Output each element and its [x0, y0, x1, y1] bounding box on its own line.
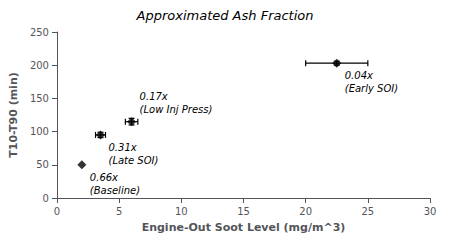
svg-text:0.66x: 0.66x	[90, 172, 118, 183]
svg-text:50: 50	[36, 159, 49, 170]
svg-text:0.04x: 0.04x	[345, 70, 373, 81]
svg-text:(Late SOI): (Late SOI)	[109, 155, 159, 166]
svg-text:150: 150	[30, 93, 49, 104]
svg-text:0.17x: 0.17x	[140, 91, 168, 102]
svg-text:15: 15	[237, 206, 250, 217]
svg-text:0: 0	[54, 206, 60, 217]
svg-text:T10-T90 (min): T10-T90 (min)	[7, 72, 20, 158]
svg-text:30: 30	[424, 206, 437, 217]
svg-text:10: 10	[175, 206, 188, 217]
svg-text:0.31x: 0.31x	[109, 142, 137, 153]
svg-text:0: 0	[43, 193, 49, 204]
svg-text:Engine-Out Soot Level (mg/m^3): Engine-Out Soot Level (mg/m^3)	[142, 221, 346, 234]
svg-text:200: 200	[30, 60, 49, 71]
svg-text:(Baseline): (Baseline)	[90, 185, 140, 196]
svg-text:(Early SOI): (Early SOI)	[345, 83, 398, 94]
svg-text:20: 20	[299, 206, 312, 217]
svg-text:Approximated Ash Fraction: Approximated Ash Fraction	[136, 8, 314, 23]
svg-text:(Low Inj Press): (Low Inj Press)	[140, 104, 213, 115]
svg-text:5: 5	[116, 206, 122, 217]
svg-text:25: 25	[361, 206, 374, 217]
svg-text:250: 250	[30, 27, 49, 38]
svg-text:100: 100	[30, 126, 49, 137]
